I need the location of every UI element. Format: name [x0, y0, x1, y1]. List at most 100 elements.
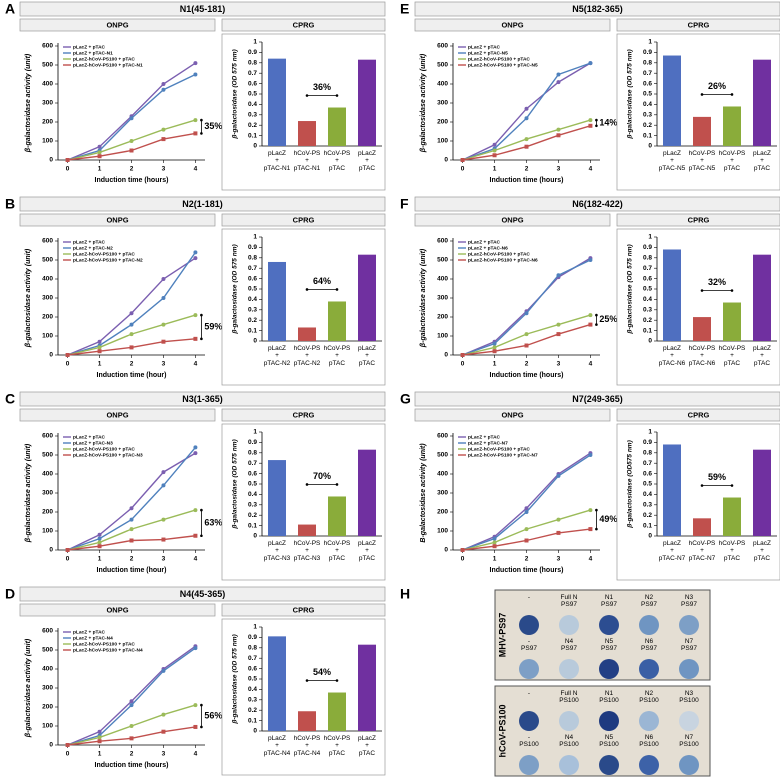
x-tick-label: 2: [130, 556, 134, 563]
series-line: [462, 259, 591, 356]
y-tick-label: 0.3: [248, 697, 257, 704]
spot: [679, 755, 699, 775]
x-tick-label: 0: [461, 166, 465, 173]
label-box: hCoV-PS + pTAC: [719, 540, 746, 562]
y-tick-label: 0: [253, 338, 257, 345]
chart-title: ONPG: [501, 20, 523, 29]
panel-title: N1(45-181): [180, 4, 226, 14]
y-tick-label: 0.9: [643, 244, 652, 251]
marker: [193, 533, 198, 538]
label-box: N4 PS100: [559, 734, 579, 748]
x-tick-label: 0: [66, 751, 70, 758]
y-tick-label: 0.8: [248, 450, 257, 457]
spot: [519, 755, 539, 775]
y-tick-label: 400: [437, 276, 448, 283]
label-box: N7 PS100: [679, 734, 699, 748]
spot-label: N1 PS97: [601, 594, 617, 609]
x-tick-label: 3: [162, 166, 166, 173]
spot: [519, 659, 539, 679]
marker: [492, 544, 497, 549]
x-tick-label: 1: [493, 361, 497, 368]
spot: [679, 659, 699, 679]
legend-label: pLacZ-hCoV-PS100 + pTAC-N7: [468, 452, 538, 458]
x-tick-label: pLacZ + pTAC-N6: [658, 345, 686, 367]
y-axis-label: β-galactosidase (OD 575 nm): [232, 634, 239, 724]
legend-label: pLacZ-hCoV-PS100 + pTAC: [468, 56, 530, 62]
panel-letter: A: [5, 1, 15, 17]
chart-title-box: [221, 603, 386, 617]
bracket-end: [200, 725, 203, 729]
label-box: Full N PS100: [559, 690, 579, 704]
marker: [492, 341, 497, 346]
annotation: 63%: [204, 517, 222, 527]
y-tick-label: 0.5: [643, 481, 652, 488]
chart-title-box: [414, 213, 611, 227]
annotation: 59%: [708, 472, 726, 482]
y-axis-label: β-galactosidase (OD 575 nm): [232, 244, 239, 334]
bracket-end: [730, 93, 734, 96]
marker: [129, 724, 134, 728]
label-box: N5 PS100: [599, 734, 619, 748]
x-tick-label: hCoV-PS + pTAC-N4: [293, 735, 321, 757]
legend-label: pLacZ-hCoV-PS100 + pTAC: [73, 641, 135, 647]
bar: [328, 496, 346, 536]
y-tick-label: 0.2: [248, 317, 257, 324]
bar: [298, 327, 316, 341]
x-tick-label: 1: [493, 556, 497, 563]
marker: [161, 668, 166, 673]
marker: [193, 336, 198, 341]
marker: [161, 470, 166, 475]
y-tick-label: 0.7: [248, 265, 257, 272]
bracket-end: [595, 313, 598, 317]
bracket-end: [595, 118, 598, 122]
marker: [97, 144, 102, 149]
y-tick-label: 500: [42, 257, 53, 264]
marker: [524, 144, 529, 149]
y-tick-label: 300: [437, 100, 448, 107]
chart-frame: [221, 228, 386, 386]
y-tick-label: 500: [42, 647, 53, 654]
y-tick-label: 0.5: [248, 91, 257, 98]
y-tick-label: 1: [648, 234, 652, 241]
y-tick-label: 0.6: [248, 470, 257, 477]
chart-frame: [616, 33, 780, 191]
bar: [358, 644, 376, 731]
x-tick-label: pLacZ + pTAC-N1: [263, 150, 291, 172]
spot-label: -: [527, 690, 531, 697]
bar: [298, 121, 316, 146]
annotation: 32%: [708, 277, 726, 287]
y-tick-label: 0.5: [248, 676, 257, 683]
y-tick-label: 300: [437, 295, 448, 302]
chart-title: CPRG: [688, 20, 710, 29]
y-tick-label: 0.1: [248, 132, 257, 139]
legend-label: pLacZ + pTAC-N6: [468, 245, 508, 251]
marker: [129, 332, 134, 337]
y-tick-label: 0.2: [248, 512, 257, 519]
bar: [663, 55, 681, 146]
label-box: pLacZ + pTAC: [753, 150, 771, 172]
x-axis-label: Induction time (hour): [97, 372, 167, 379]
x-tick-label: 0: [461, 556, 465, 563]
y-tick-label: 0.2: [248, 122, 257, 129]
marker: [193, 451, 198, 456]
spot-label: N1 PS100: [599, 690, 619, 705]
y-tick-label: 0: [253, 728, 257, 735]
y-tick-label: 100: [437, 138, 448, 145]
y-tick-label: 0.9: [248, 439, 257, 446]
panel-title: N5(182-365): [572, 4, 623, 14]
panel-title: N7(249-365): [572, 394, 623, 404]
y-tick-label: 0.6: [643, 470, 652, 477]
marker: [492, 153, 497, 158]
label-box: N1 PS97: [601, 594, 617, 609]
label-box: N4 PS97: [561, 638, 577, 652]
marker: [193, 724, 198, 729]
y-axis-label: β-galactosidase activity (unit): [25, 248, 32, 348]
bracket-end: [595, 527, 598, 531]
legend-label: pLacZ + pTAC-N5: [468, 50, 508, 56]
y-tick-label: 0.1: [643, 522, 652, 529]
marker: [161, 87, 166, 92]
x-tick-label: hCoV-PS + pTAC-N1: [293, 150, 321, 172]
y-tick-label: 1: [253, 429, 257, 436]
marker: [97, 339, 102, 344]
